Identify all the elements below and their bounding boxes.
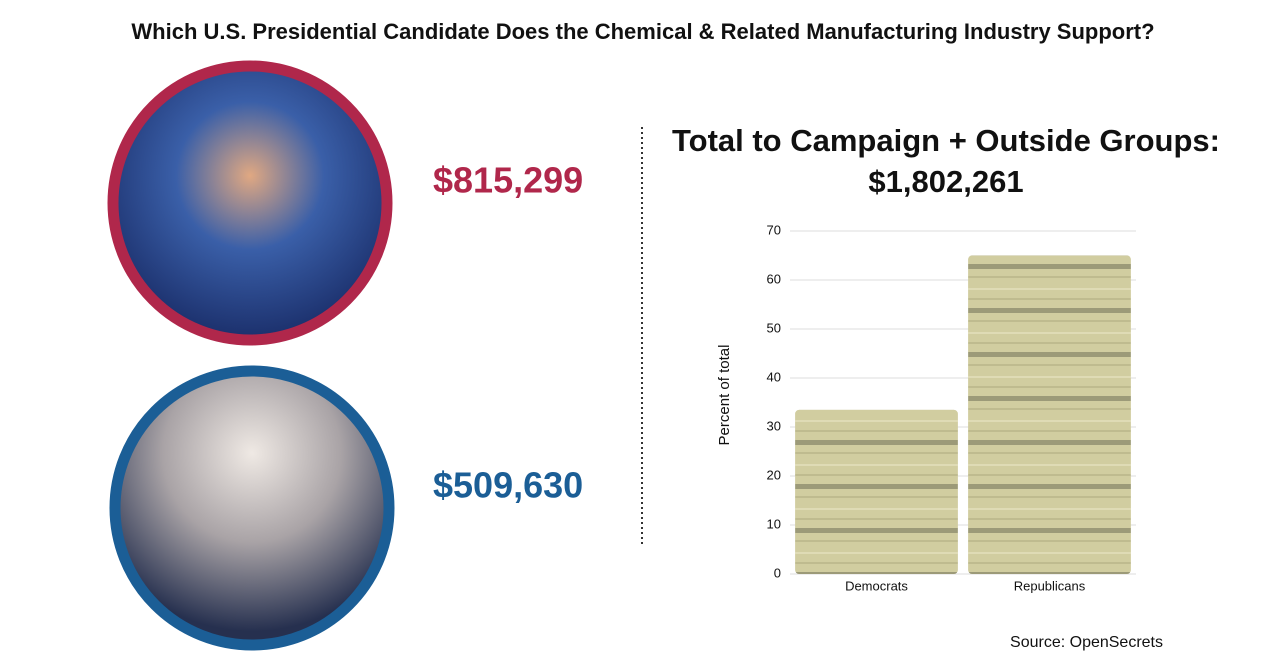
bar-texture (968, 255, 1131, 574)
y-tick-label: 0 (774, 565, 781, 580)
y-tick-label: 50 (767, 320, 781, 335)
candidate-photo (107, 60, 393, 346)
y-tick-label: 60 (767, 271, 781, 286)
candidate-photo (109, 365, 395, 651)
x-tick-label: Democrats (845, 578, 908, 593)
y-tick-label: 20 (767, 467, 781, 482)
candidate-amount: $509,630 (433, 465, 583, 506)
y-tick-label: 10 (767, 516, 781, 531)
y-axis-label: Percent of total (716, 345, 733, 446)
bar-texture (795, 409, 958, 574)
page-title: Which U.S. Presidential Candidate Does t… (131, 19, 1154, 44)
chart-title: Total to Campaign + Outside Groups: (672, 123, 1220, 158)
x-tick-label: Republicans (1014, 578, 1086, 593)
y-tick-label: 30 (767, 418, 781, 433)
source: Source: OpenSecrets (1010, 634, 1163, 651)
y-tick-label: 70 (767, 222, 781, 237)
y-tick-label: 40 (767, 369, 781, 384)
candidate-amount: $815,299 (433, 160, 583, 201)
chart-subtitle: $1,802,261 (868, 164, 1023, 199)
